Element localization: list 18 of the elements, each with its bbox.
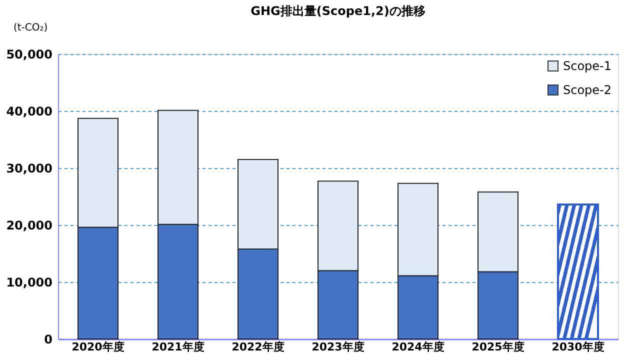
x-tick-label: 2020年度 — [72, 340, 124, 354]
y-tick-label: 0 — [44, 332, 52, 346]
legend-label: Scope-2 — [563, 83, 612, 97]
y-axis-title: (t-CO₂) — [14, 22, 48, 34]
y-tick-label: 10,000 — [6, 276, 52, 290]
bar — [557, 203, 599, 340]
x-tick-label: 2024年度 — [392, 340, 444, 354]
x-tick-label: 2021年度 — [152, 340, 204, 354]
chart-title: GHG排出量(Scope1,2)の推移 — [250, 4, 426, 18]
y-tick-label: 30,000 — [6, 162, 52, 176]
x-tick-label: 2025年度 — [472, 340, 524, 354]
y-tick-label: 40,000 — [6, 104, 52, 118]
x-tick-label: 2023年度 — [312, 340, 364, 354]
legend-label: Scope-1 — [563, 59, 612, 73]
x-tick-label: 2022年度 — [232, 340, 284, 354]
x-tick-label: 2030年度 — [552, 340, 604, 354]
y-tick-label: 50,000 — [6, 48, 52, 62]
y-tick-label: 20,000 — [6, 218, 52, 232]
